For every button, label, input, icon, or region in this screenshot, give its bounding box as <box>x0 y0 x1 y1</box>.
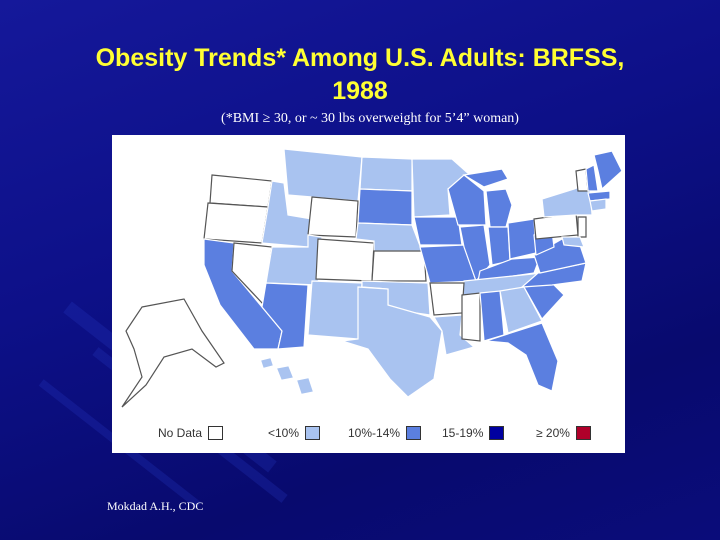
state-massachusetts <box>587 190 611 202</box>
legend-swatch <box>406 426 422 440</box>
title-line-2: 1988 <box>332 77 388 105</box>
state-florida <box>485 322 559 392</box>
state-maine <box>593 150 623 191</box>
legend-item-10-14: 10%-14% <box>348 423 422 443</box>
title-line-1: Obesity Trends* Among U.S. Adults: BRFSS… <box>95 44 625 72</box>
legend-label: No Data <box>158 426 203 440</box>
state-wisconsin <box>447 174 487 226</box>
state-new-hampshire <box>585 164 599 192</box>
state-new-jersey <box>577 216 587 238</box>
legend-label: 15-19% <box>442 426 484 440</box>
legend-item-15-19: 15-19% <box>442 423 505 443</box>
legend-label: 10%-14% <box>348 426 401 440</box>
legend-item-lt10: <10% <box>268 423 321 443</box>
state-michigan <box>485 188 513 228</box>
legend-label: <10% <box>268 426 300 440</box>
legend-swatch <box>575 426 591 440</box>
state-arizona <box>261 282 309 350</box>
state-michigan-upper <box>462 168 509 188</box>
state-connecticut-ri <box>589 198 607 212</box>
source-credit: Mokdad A.H., CDC <box>107 499 204 513</box>
map-svg <box>121 148 623 408</box>
state-texas <box>341 286 443 398</box>
legend-swatch <box>489 426 505 440</box>
map-legend: No Data <10% 10%-14% 15-19% ≥ 20% <box>112 135 625 453</box>
state-virginia <box>533 238 587 274</box>
legend-item-no-data: No Data <box>158 423 224 443</box>
legend-swatch <box>305 426 321 440</box>
legend-swatch <box>208 426 224 440</box>
legend-label: ≥ 20% <box>536 426 570 440</box>
legend-item-ge20: ≥ 20% <box>536 423 591 443</box>
us-obesity-map: No Data <10% 10%-14% 15-19% ≥ 20% <box>112 135 625 453</box>
state-mississippi <box>461 292 481 342</box>
state-georgia <box>499 286 543 334</box>
slide-title: Obesity Trends* Among U.S. Adults: BRFSS… <box>0 42 720 108</box>
state-delaware-maryland <box>561 236 585 248</box>
state-hawaii <box>261 358 313 394</box>
state-alaska <box>121 298 225 408</box>
slide-subtitle: (*BMI ≥ 30, or ~ 30 lbs overweight for 5… <box>221 111 519 126</box>
state-kansas <box>371 250 427 282</box>
